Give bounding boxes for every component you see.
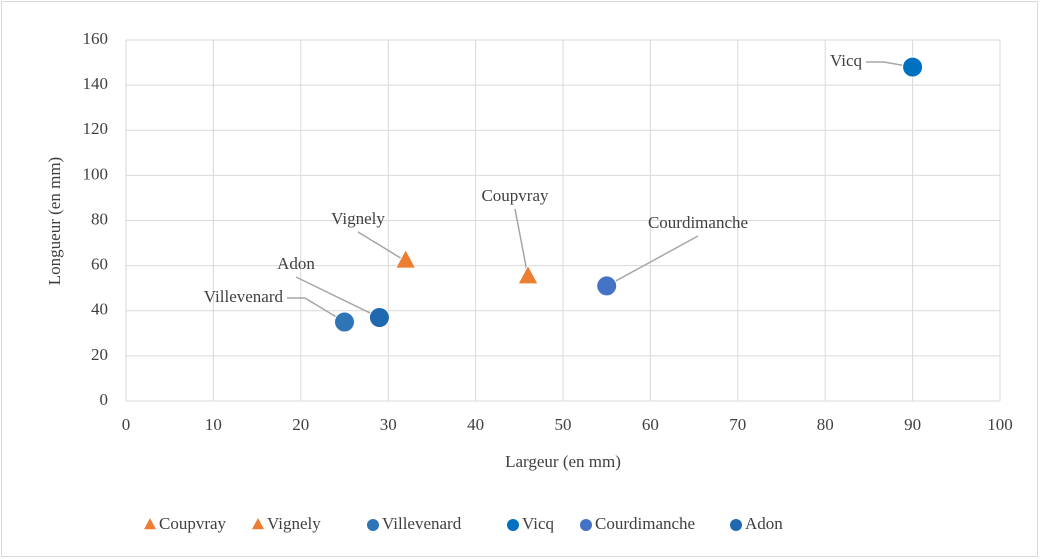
data-label: Coupvray (481, 186, 549, 205)
legend-label: Coupvray (159, 514, 227, 533)
y-tick-label: 140 (83, 74, 109, 93)
legend-marker (252, 518, 264, 530)
y-tick-label: 80 (91, 209, 108, 228)
x-tick-label: 0 (122, 415, 131, 434)
point (902, 56, 924, 78)
data-label: Courdimanche (648, 213, 748, 232)
x-tick-label: 40 (467, 415, 484, 434)
data-label: Vicq (830, 51, 863, 70)
point (368, 307, 390, 329)
y-tick-label: 20 (91, 345, 108, 364)
y-tick-label: 100 (83, 164, 109, 183)
leader-line (606, 235, 699, 287)
y-tick-label: 160 (83, 29, 109, 48)
legend-marker (730, 519, 742, 531)
x-tick-label: 70 (729, 415, 746, 434)
data-label: Villevenard (204, 287, 284, 306)
legend-marker (367, 519, 379, 531)
legend-label: Vicq (522, 514, 555, 533)
point (394, 248, 417, 269)
y-tick-label: 120 (83, 119, 109, 138)
point (517, 264, 539, 285)
x-tick-label: 10 (205, 415, 222, 434)
legend-label: Vignely (267, 514, 321, 533)
y-tick-label: 60 (91, 255, 108, 274)
x-tick-label: 60 (642, 415, 659, 434)
point (334, 311, 355, 333)
x-tick-label: 20 (292, 415, 309, 434)
data-label: Vignely (331, 209, 385, 228)
point (596, 275, 618, 297)
leader-line (514, 208, 529, 278)
legend-marker (507, 519, 519, 531)
x-tick-label: 80 (817, 415, 834, 434)
y-tick-label: 0 (100, 390, 109, 409)
leader-line (295, 276, 380, 319)
x-tick-label: 30 (380, 415, 397, 434)
leader-line (357, 231, 407, 262)
x-tick-label: 100 (987, 415, 1013, 434)
legend-marker (144, 518, 156, 530)
legend-label: Villevenard (382, 514, 462, 533)
x-tick-label: 90 (904, 415, 921, 434)
legend-marker (580, 519, 592, 531)
x-tick-label: 50 (555, 415, 572, 434)
data-label: Adon (277, 254, 315, 273)
legend-label: Adon (745, 514, 783, 533)
leader-line (287, 297, 345, 323)
x-axis-title: Largeur (en mm) (505, 452, 621, 471)
y-tick-label: 40 (91, 300, 108, 319)
legend-label: Courdimanche (595, 514, 695, 533)
y-axis-title: Longueur (en mm) (45, 157, 64, 285)
